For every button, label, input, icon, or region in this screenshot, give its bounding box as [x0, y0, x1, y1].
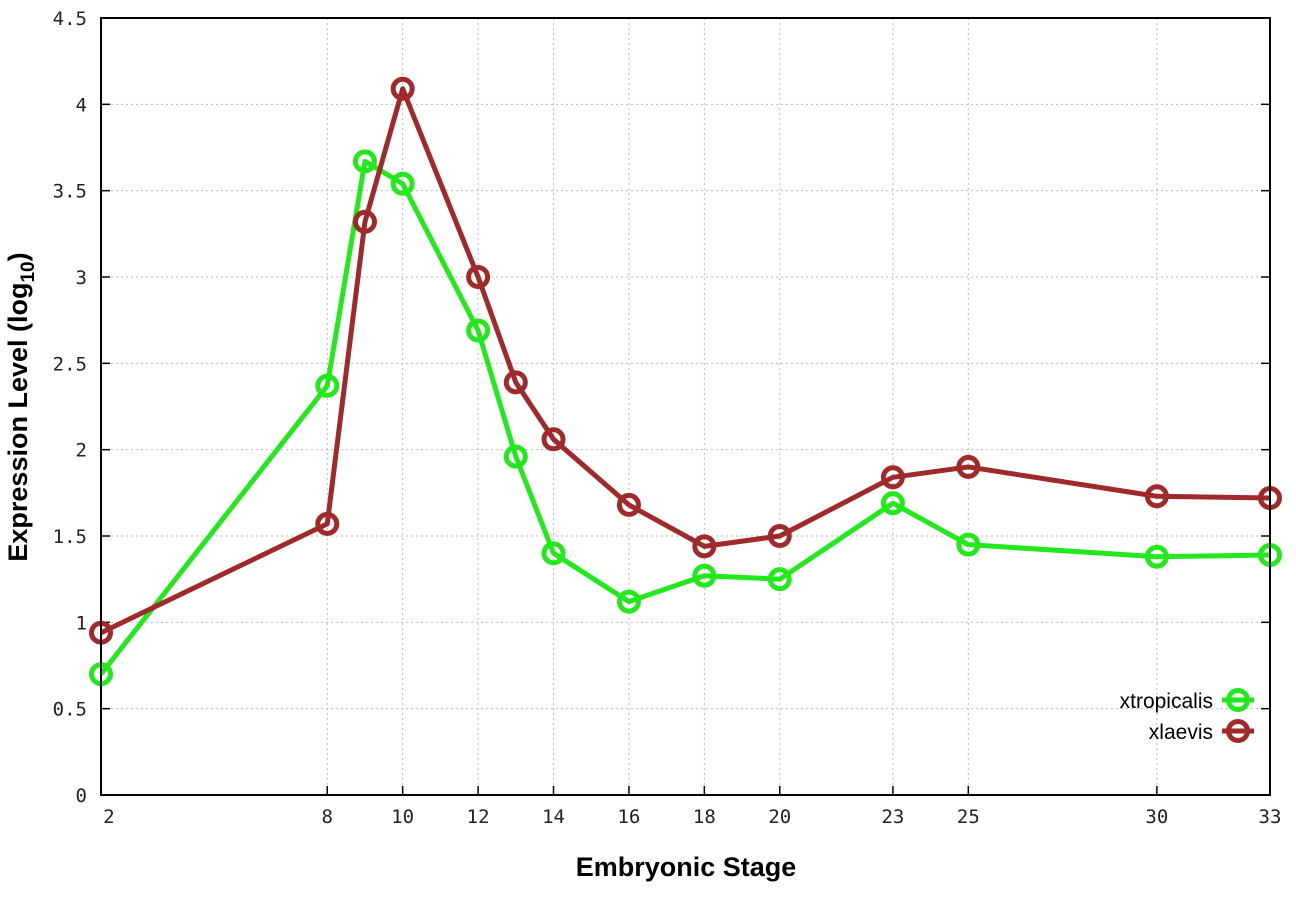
- series-line-xtropicalis: [99, 158, 1271, 676]
- y-axis-label: Expression Level (log10): [3, 252, 39, 561]
- series-line-xlaevis: [99, 86, 1271, 635]
- y-tick-label: 2.5: [53, 353, 87, 375]
- legend-label: xtropicalis: [1120, 690, 1213, 713]
- data-point-xtropicalis: [315, 373, 340, 398]
- y-tick-label: 2: [76, 440, 87, 462]
- y-tick-label: 0.5: [53, 699, 87, 721]
- plot-frame: [100, 17, 1271, 796]
- data-point-xlaevis: [466, 265, 491, 289]
- data-point-xlaevis: [315, 511, 340, 536]
- legend-marker-xtropicalis: [1226, 688, 1250, 712]
- series-xlaevis: [89, 76, 1282, 645]
- grid: [100, 17, 1271, 796]
- x-tick-label: 10: [391, 806, 414, 828]
- data-point-xlaevis: [352, 209, 377, 234]
- tick-labels: 0 0.5 1 1.5 2 2.5 3 3.5 4 4.5 2 8 10 12 14 16 18 20 23 25 30…: [53, 8, 1282, 828]
- x-tick-label: 14: [542, 806, 565, 828]
- data-point-xlaevis: [503, 370, 528, 395]
- data-point-xlaevis: [880, 465, 905, 490]
- data-point-xlaevis: [541, 427, 566, 452]
- legend-label: xlaevis: [1149, 721, 1213, 744]
- data-point-xtropicalis: [880, 491, 905, 516]
- data-point-xtropicalis: [541, 541, 566, 566]
- x-tick-label: 12: [467, 806, 490, 828]
- data-point-xlaevis: [616, 492, 641, 517]
- data-point-xlaevis: [390, 76, 415, 101]
- data-point-xlaevis: [956, 454, 981, 479]
- y-tick-label: 1.5: [53, 526, 87, 548]
- data-point-xtropicalis: [1144, 544, 1169, 569]
- x-tick-label: 18: [693, 806, 716, 828]
- x-tick-label: 33: [1259, 806, 1282, 828]
- y-tick-label: 3.5: [53, 181, 87, 203]
- x-tick-label: 16: [617, 806, 640, 828]
- data-point-xtropicalis: [466, 318, 491, 343]
- data-point-xtropicalis: [956, 532, 981, 557]
- y-tick-label: 1: [76, 612, 87, 634]
- series-xtropicalis: [89, 149, 1282, 687]
- data-point-xtropicalis: [616, 589, 641, 614]
- x-tick-label: 8: [322, 806, 333, 828]
- data-point-xtropicalis: [503, 444, 528, 469]
- y-tick-label: 4.5: [53, 8, 87, 30]
- y-tick-label: 3: [76, 267, 87, 289]
- legend-marker-xlaevis: [1226, 719, 1250, 743]
- y-tick-label: 0: [76, 785, 87, 807]
- legend: xtropicalis xlaevis: [1120, 688, 1254, 744]
- x-tick-label: 2: [103, 806, 114, 828]
- x-tick-label: 30: [1145, 806, 1168, 828]
- data-point-xtropicalis: [767, 567, 792, 592]
- x-tick-label: 25: [957, 806, 980, 828]
- data-point-xlaevis: [692, 534, 717, 559]
- data-point-xtropicalis: [390, 171, 415, 196]
- y-tick-label: 4: [76, 94, 87, 116]
- series-group: [89, 76, 1282, 687]
- data-point-xlaevis: [1144, 484, 1169, 509]
- x-axis-label: Embryonic Stage: [576, 852, 797, 882]
- x-tick-label: 20: [768, 806, 791, 828]
- data-point-xtropicalis: [352, 149, 377, 174]
- x-tick-label: 23: [881, 806, 904, 828]
- data-point-xlaevis: [767, 524, 792, 548]
- data-point-xtropicalis: [692, 563, 717, 588]
